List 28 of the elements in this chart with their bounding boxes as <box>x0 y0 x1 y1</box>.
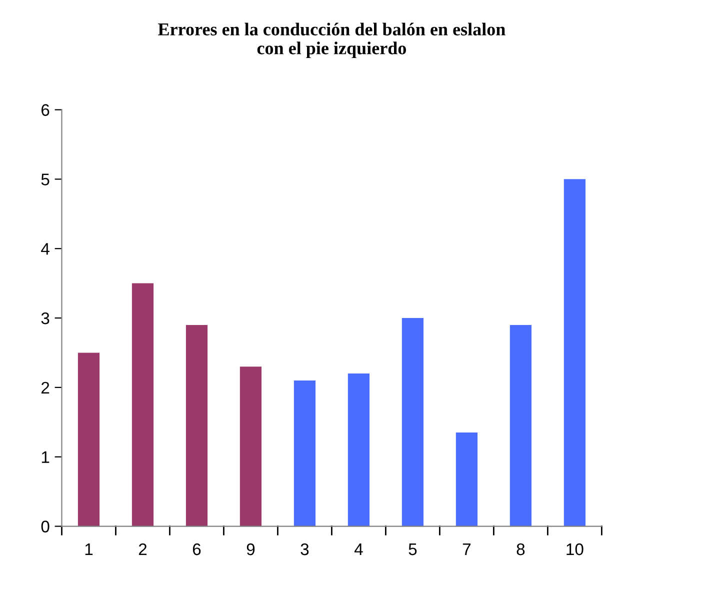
bar <box>132 283 154 526</box>
x-tick-label: 1 <box>85 544 93 556</box>
x-tick-label: 7 <box>462 544 470 556</box>
y-tick-label: 1 <box>42 451 50 463</box>
x-tick-label: 5 <box>408 544 417 556</box>
x-tick-label: 8 <box>516 543 525 556</box>
y-tick-label: 0 <box>41 520 50 532</box>
bar <box>294 380 316 526</box>
bar <box>456 432 478 526</box>
y-tick-label: 2 <box>42 382 50 394</box>
x-tick-label: 4 <box>354 544 363 556</box>
bar <box>510 324 532 526</box>
bar <box>564 179 586 526</box>
bar <box>240 366 262 526</box>
y-tick-label: 4 <box>41 243 50 255</box>
y-tick-label: 6 <box>42 104 50 116</box>
x-tick-label: 2 <box>138 543 147 556</box>
x-tick-label: 9 <box>246 543 255 556</box>
bar <box>186 324 208 526</box>
x-tick-label: 6 <box>192 543 201 556</box>
bar <box>402 318 424 526</box>
chart-title: Errores en la conducción del balón en eslalon con el pie izquierdo <box>158 22 506 58</box>
bar <box>78 352 100 526</box>
y-tick-label: 5 <box>41 174 50 186</box>
y-tick-label: 3 <box>41 312 50 324</box>
x-tick-label: 10 <box>566 543 584 556</box>
x-tick-label: 3 <box>300 543 309 556</box>
bar <box>348 374 370 526</box>
